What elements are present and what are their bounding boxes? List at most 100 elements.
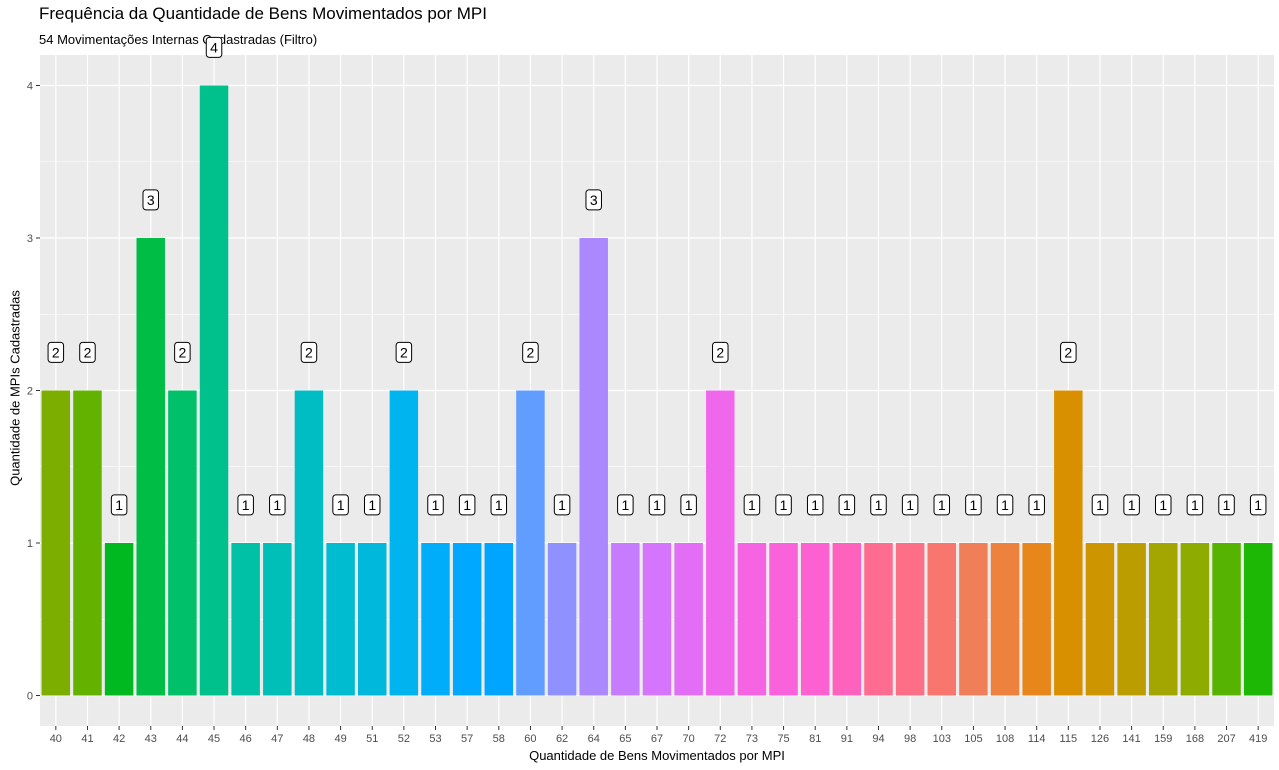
bar [41, 390, 71, 696]
data-label-box [1218, 494, 1235, 516]
data-label-box [522, 341, 539, 363]
data-label-box [553, 494, 571, 516]
data-label: 1 [1033, 497, 1041, 513]
bar [294, 390, 324, 696]
bar [611, 543, 640, 696]
data-label-box [205, 36, 223, 58]
bar [832, 543, 862, 696]
y-tick-label: 3 [27, 233, 33, 245]
bar [1085, 543, 1115, 696]
x-tick-label: 41 [81, 733, 93, 745]
data-label: 1 [1128, 497, 1136, 513]
bar [484, 543, 514, 696]
x-tick-label: 40 [50, 733, 62, 745]
data-label: 1 [558, 497, 566, 513]
data-label-box [901, 494, 919, 516]
x-tick-label: 67 [651, 733, 663, 745]
data-label-box [617, 494, 634, 516]
data-label: 1 [685, 497, 693, 513]
bar [326, 543, 355, 696]
data-label: 1 [748, 497, 756, 513]
bar [800, 543, 830, 696]
bar [389, 390, 419, 696]
data-label: 2 [527, 344, 535, 360]
data-label-box [680, 494, 697, 516]
data-label: 1 [780, 497, 788, 513]
data-label-box [269, 494, 286, 516]
x-tick-label: 62 [556, 733, 568, 745]
data-label: 1 [1223, 497, 1231, 513]
data-label: 1 [906, 497, 914, 513]
data-label-box [838, 494, 856, 516]
x-tick-label: 94 [872, 733, 884, 745]
data-label-box [79, 341, 96, 363]
data-label: 2 [178, 344, 186, 360]
data-label-box [1123, 494, 1140, 516]
data-label-box [363, 494, 381, 516]
data-label-box [743, 494, 761, 516]
data-label-box [1186, 494, 1204, 516]
bar [104, 543, 134, 696]
x-tick-label: 47 [271, 733, 283, 745]
data-label-box [490, 494, 508, 516]
data-label: 1 [1254, 497, 1262, 513]
x-tick-label: 81 [809, 733, 821, 745]
data-label: 1 [368, 497, 376, 513]
bar [990, 543, 1020, 696]
data-label: 1 [1191, 497, 1199, 513]
x-tick-label: 159 [1154, 733, 1172, 745]
data-label-box [110, 494, 128, 516]
data-label: 1 [115, 497, 123, 513]
data-label: 1 [463, 497, 471, 513]
x-tick-label: 114 [1028, 733, 1046, 745]
x-tick-label: 75 [777, 733, 789, 745]
bar [927, 543, 957, 696]
data-label-box [332, 494, 349, 516]
data-label: 2 [84, 344, 92, 360]
data-label-box [395, 341, 413, 363]
data-label-box [870, 494, 887, 516]
x-tick-label: 45 [208, 733, 220, 745]
bar [1243, 543, 1273, 696]
data-label-box [585, 189, 602, 211]
x-axis-label: Quantidade de Bens Movimentados por MPI [529, 748, 785, 763]
data-label-box [300, 341, 318, 363]
data-label-box [174, 341, 191, 363]
x-tick-label: 207 [1217, 733, 1235, 745]
bar [231, 543, 260, 696]
x-tick-label: 57 [461, 733, 473, 745]
x-tick-label: 65 [619, 733, 631, 745]
bar [73, 390, 102, 696]
data-label-box [712, 341, 729, 363]
bar [864, 543, 893, 696]
data-label-box [648, 494, 666, 516]
data-label: 1 [875, 497, 883, 513]
data-label-box [47, 341, 65, 363]
bar [357, 543, 387, 696]
data-label: 2 [52, 344, 60, 360]
data-label-box [1060, 341, 1077, 363]
bar [1054, 390, 1083, 696]
x-tick-label: 64 [588, 733, 600, 745]
bar [579, 238, 608, 696]
data-label: 1 [621, 497, 629, 513]
bar [452, 543, 482, 696]
bar [1180, 543, 1210, 696]
x-tick-label: 115 [1060, 733, 1078, 745]
x-tick-label: 44 [176, 733, 188, 745]
x-tick-label: 108 [996, 733, 1014, 745]
x-tick-label: 72 [714, 733, 726, 745]
data-label-box [996, 494, 1014, 516]
data-label-box [1155, 494, 1172, 516]
data-label-box [458, 494, 476, 516]
x-tick-label: 168 [1186, 733, 1204, 745]
bar [421, 543, 450, 696]
y-tick-label: 0 [27, 691, 33, 703]
x-tick-label: 73 [746, 733, 758, 745]
data-label-box [142, 189, 159, 211]
data-label: 1 [970, 497, 978, 513]
data-label: 1 [653, 497, 661, 513]
data-label: 1 [1001, 497, 1009, 513]
data-label: 1 [811, 497, 819, 513]
bar [674, 543, 703, 696]
